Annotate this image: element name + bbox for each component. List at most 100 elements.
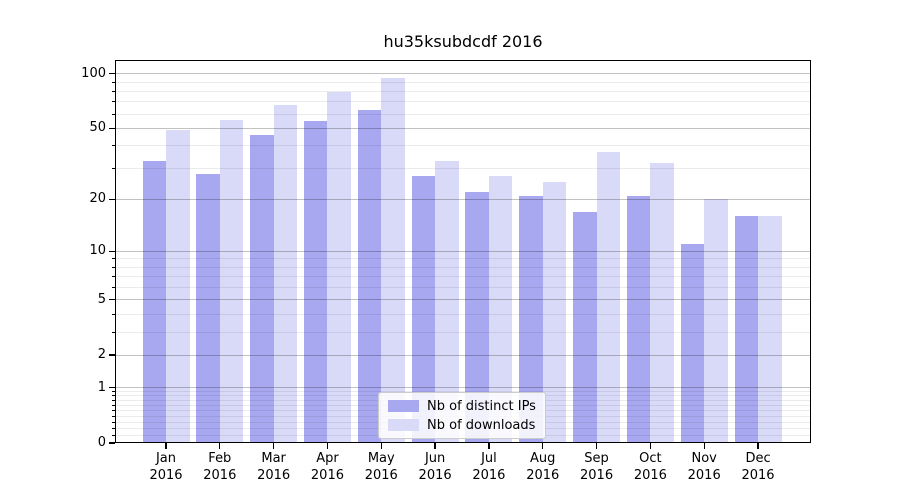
minor-gridline bbox=[115, 276, 811, 278]
bar-apr-distinct-ips bbox=[303, 120, 328, 443]
x-tick-year: 2016 bbox=[257, 467, 291, 483]
x-tick-mark bbox=[649, 443, 652, 449]
bar-dec-downloads bbox=[758, 216, 782, 443]
y-tick-label: 100 bbox=[81, 65, 106, 81]
plot-area: Nb of distinct IPs Nb of downloads bbox=[115, 60, 811, 443]
y-minor-tick-mark bbox=[111, 404, 115, 406]
y-minor-tick-mark bbox=[111, 421, 115, 423]
y-minor-tick-mark bbox=[111, 145, 115, 147]
y-minor-tick-mark bbox=[111, 434, 115, 436]
y-tick-label: 2 bbox=[97, 347, 106, 363]
bar-aug-downloads bbox=[542, 182, 567, 443]
x-tick-year: 2016 bbox=[203, 467, 237, 483]
x-tick-year: 2016 bbox=[580, 467, 614, 483]
x-tick-mark bbox=[595, 443, 598, 449]
bar-sep-downloads bbox=[596, 151, 621, 443]
minor-gridline bbox=[115, 391, 811, 393]
bar-oct-downloads bbox=[650, 163, 674, 443]
minor-gridline bbox=[115, 286, 811, 288]
x-tick-year: 2016 bbox=[364, 467, 398, 483]
bar-mar-distinct-ips bbox=[250, 134, 274, 443]
x-tick-label-nov: Nov 2016 bbox=[672, 451, 736, 484]
x-tick-mark bbox=[219, 443, 221, 449]
x-tick-month: Feb bbox=[208, 451, 232, 466]
bar-aug-distinct-ips bbox=[519, 195, 543, 443]
x-tick-year: 2016 bbox=[687, 467, 721, 483]
bar-feb-downloads bbox=[219, 119, 244, 443]
y-minor-tick-mark bbox=[111, 391, 115, 393]
minor-gridline bbox=[115, 101, 811, 103]
y-tick-mark bbox=[109, 127, 115, 130]
y-minor-tick-mark bbox=[111, 427, 115, 429]
legend-item-downloads: Nb of downloads bbox=[388, 417, 536, 433]
x-tick-mark bbox=[542, 443, 544, 449]
minor-gridline bbox=[115, 81, 811, 83]
chart-title: hu35ksubdcdf 2016 bbox=[383, 32, 543, 51]
grid-layer bbox=[115, 60, 811, 443]
y-minor-tick-mark bbox=[111, 395, 115, 397]
y-tick-mark bbox=[109, 354, 115, 356]
x-tick-label-sep: Sep 2016 bbox=[565, 451, 629, 484]
major-gridline bbox=[115, 73, 811, 75]
y-minor-tick-mark bbox=[111, 313, 115, 315]
x-tick-mark bbox=[434, 443, 436, 449]
legend-label-downloads: Nb of downloads bbox=[427, 417, 536, 433]
legend-label-distinct-ips: Nb of distinct IPs bbox=[427, 398, 536, 414]
y-minor-tick-mark bbox=[111, 276, 115, 278]
x-tick-mark bbox=[703, 443, 705, 449]
y-tick-label: 10 bbox=[89, 243, 106, 259]
y-tick-mark bbox=[109, 299, 115, 301]
minor-gridline bbox=[115, 331, 811, 333]
bar-jul-downloads bbox=[488, 176, 513, 443]
y-tick-label: 0 bbox=[97, 435, 106, 450]
x-tick-label-jun: Jun 2016 bbox=[403, 451, 467, 484]
bar-sep-distinct-ips bbox=[573, 211, 597, 443]
y-tick-mark bbox=[109, 386, 115, 389]
x-tick-mark bbox=[757, 443, 759, 449]
bar-dec-distinct-ips bbox=[734, 216, 759, 443]
x-tick-month: Jun bbox=[424, 451, 446, 466]
y-minor-tick-mark bbox=[111, 258, 115, 260]
x-tick-mark bbox=[380, 443, 382, 449]
legend-item-distinct-ips: Nb of distinct IPs bbox=[388, 398, 536, 414]
x-tick-month: Mar bbox=[261, 451, 286, 466]
bar-jun-distinct-ips bbox=[411, 176, 436, 443]
major-gridline bbox=[115, 354, 811, 356]
x-tick-label-jul: Jul 2016 bbox=[457, 451, 521, 484]
major-gridline bbox=[115, 387, 811, 389]
y-tick-label: 50 bbox=[89, 120, 106, 136]
x-tick-label-mar: Mar 2016 bbox=[242, 451, 306, 484]
minor-gridline bbox=[115, 145, 811, 147]
x-tick-year: 2016 bbox=[472, 467, 506, 483]
minor-gridline bbox=[115, 266, 811, 268]
x-tick-label-jan: Jan 2016 bbox=[134, 451, 198, 484]
x-tick-mark bbox=[272, 443, 275, 449]
y-tick-label: 5 bbox=[97, 291, 106, 307]
x-tick-month: Dec bbox=[745, 451, 771, 466]
x-tick-label-apr: Apr 2016 bbox=[295, 451, 359, 484]
bar-apr-downloads bbox=[327, 92, 351, 443]
x-tick-month: Nov bbox=[691, 451, 717, 466]
x-tick-label-oct: Oct 2016 bbox=[618, 451, 682, 484]
x-tick-label-aug: Aug 2016 bbox=[511, 451, 575, 484]
y-tick-label: 20 bbox=[89, 191, 106, 207]
y-minor-tick-mark bbox=[111, 113, 115, 115]
minor-gridline bbox=[115, 258, 811, 260]
y-minor-tick-mark bbox=[111, 331, 115, 333]
x-tick-month: Jul bbox=[481, 451, 497, 466]
x-tick-month: Aug bbox=[530, 451, 556, 466]
major-gridline bbox=[115, 198, 811, 200]
y-tick-mark bbox=[109, 250, 115, 252]
major-gridline bbox=[115, 299, 811, 301]
x-tick-mark bbox=[488, 443, 490, 449]
legend-swatch-distinct-ips bbox=[388, 400, 419, 412]
x-tick-label-dec: Dec 2016 bbox=[726, 451, 790, 484]
bar-jun-downloads bbox=[435, 160, 459, 443]
minor-gridline bbox=[115, 90, 811, 92]
y-minor-tick-mark bbox=[111, 266, 115, 268]
major-gridline bbox=[115, 127, 811, 129]
y-minor-tick-mark bbox=[111, 415, 115, 417]
